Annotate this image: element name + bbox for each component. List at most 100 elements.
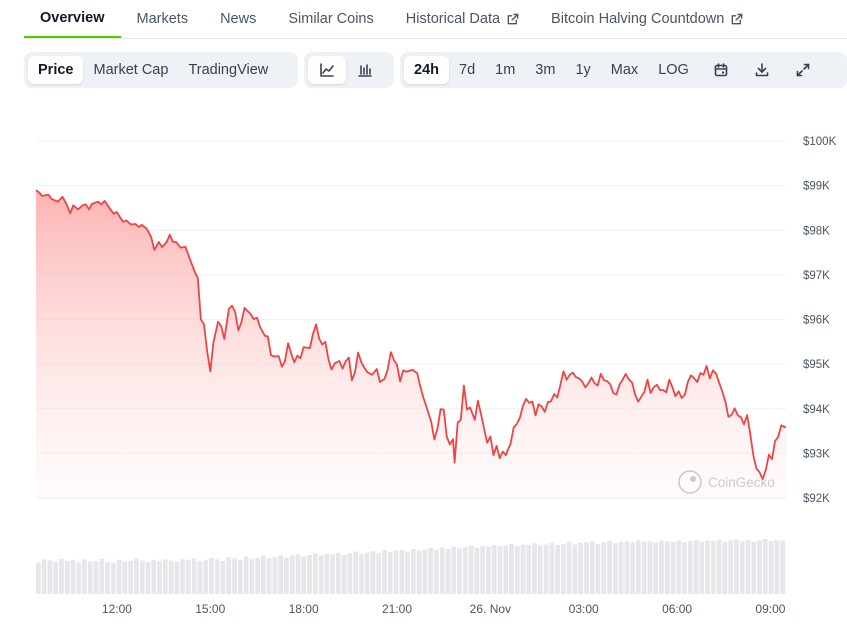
volume-bar — [82, 559, 87, 594]
tab-label: News — [220, 11, 257, 27]
volume-bar — [457, 548, 462, 594]
volume-bar — [347, 553, 353, 594]
volume-bar — [387, 552, 393, 594]
volume-bar — [174, 561, 180, 594]
chart-toolbar: Price Market Cap TradingView 24h 7d 1m 3m 1y Ma… — [24, 52, 847, 88]
tab-historical-data[interactable]: Historical Data — [390, 0, 535, 38]
volume-bar — [324, 553, 330, 594]
range-log-button[interactable]: LOG — [658, 62, 689, 78]
y-tick-label: $94K — [803, 404, 830, 416]
tradingview-button[interactable]: TradingView — [188, 62, 269, 78]
volume-bar — [295, 554, 301, 594]
volume-bar — [151, 559, 157, 594]
x-tick-label: 26. Nov — [470, 602, 511, 616]
volume-bar — [36, 562, 41, 594]
volume-bar — [422, 549, 428, 595]
external-link-icon — [500, 13, 519, 26]
volume-bar — [722, 541, 728, 595]
market-cap-button[interactable]: Market Cap — [93, 62, 169, 78]
volume-bar — [128, 561, 134, 594]
volume-bar — [468, 545, 474, 594]
x-tick-label: 03:00 — [569, 602, 599, 616]
volume-bar — [220, 561, 226, 594]
volume-bar — [191, 558, 197, 595]
tab-label: Bitcoin Halving Countdown — [551, 11, 725, 27]
volume-bar — [503, 545, 509, 594]
price-button[interactable]: Price — [28, 56, 84, 84]
volume-bar — [549, 542, 555, 595]
x-tick-label: 21:00 — [382, 602, 412, 616]
volume-bar — [670, 541, 676, 595]
volume-bar — [122, 561, 128, 594]
volume-bar — [480, 546, 485, 594]
volume-bar — [70, 559, 76, 594]
volume-bar — [134, 558, 139, 595]
range-3m-button[interactable]: 3m — [535, 62, 556, 78]
tab-label: Overview — [40, 10, 105, 26]
volume-bar — [572, 544, 578, 594]
price-area — [36, 190, 786, 498]
calendar-button[interactable] — [702, 56, 740, 84]
expand-button[interactable] — [784, 56, 822, 84]
price-line[interactable] — [35, 189, 787, 481]
volume-bar — [278, 555, 284, 594]
x-tick-label: 15:00 — [195, 602, 225, 616]
tab-label: Markets — [136, 11, 189, 27]
volume-bar — [318, 555, 324, 594]
x-tick-label: 06:00 — [662, 602, 692, 616]
candlestick-chart-icon — [357, 62, 373, 78]
range-1y-button[interactable]: 1y — [575, 62, 591, 78]
volume-bar — [653, 542, 659, 594]
tab-bitcoin-halving-countdown[interactable]: Bitcoin Halving Countdown — [535, 0, 759, 38]
x-tick-label: 09:00 — [755, 602, 785, 616]
volume-bar — [261, 555, 266, 594]
candlestick-chart-button[interactable] — [346, 56, 384, 84]
volume-bar — [376, 553, 382, 594]
volume-bar — [180, 559, 185, 594]
tab-news[interactable]: News — [204, 0, 272, 38]
volume-bar — [659, 540, 664, 594]
tab-overview[interactable]: Overview — [24, 0, 121, 38]
tab-similar-coins[interactable]: Similar Coins — [272, 0, 389, 38]
volume-bar — [405, 551, 410, 594]
metric-toggle-group: Price Market Cap TradingView — [24, 52, 298, 88]
tab-markets[interactable]: Markets — [121, 0, 205, 38]
volume-bar — [751, 541, 757, 595]
watermark-text: CoinGecko — [708, 475, 775, 490]
volume-bar — [41, 559, 47, 594]
volume-bar — [93, 561, 99, 594]
y-tick-label: $92K — [803, 493, 830, 505]
volume-bar — [249, 558, 255, 594]
price-area-fill — [36, 190, 786, 498]
x-axis-labels: 12:00 15:00 18:00 21:00 26. Nov 03:00 06:00 09:… — [102, 602, 786, 616]
volume-bar — [693, 540, 699, 594]
volume-bar — [47, 560, 53, 594]
range-max-button[interactable]: Max — [610, 62, 639, 78]
range-24h-button[interactable]: 24h — [404, 56, 449, 84]
volume-bar — [768, 541, 774, 594]
volume-bar — [526, 545, 532, 594]
volume-bar — [243, 556, 249, 594]
volume-bar — [53, 562, 59, 594]
volume-bar — [682, 542, 687, 594]
volume-bar — [647, 541, 653, 594]
volume-bar — [168, 560, 174, 594]
volume-bar — [364, 552, 370, 595]
volume-bar — [145, 562, 151, 594]
volume-bar — [757, 540, 762, 594]
volume-bar — [566, 541, 572, 595]
y-tick-label: $100K — [803, 136, 837, 148]
line-chart-button[interactable] — [308, 56, 346, 84]
volume-bar — [711, 541, 716, 594]
volume-bar — [186, 559, 191, 594]
range-7d-button[interactable]: 7d — [459, 62, 476, 78]
range-1m-button[interactable]: 1m — [495, 62, 516, 78]
download-button[interactable] — [743, 56, 781, 84]
y-tick-label: $98K — [803, 225, 830, 237]
volume-bar — [491, 545, 497, 594]
time-range-toggle-group: 24h 7d 1m 3m 1y Max LOG — [400, 52, 847, 88]
tab-label: Similar Coins — [288, 11, 374, 27]
volume-bar — [289, 555, 295, 594]
y-tick-label: $96K — [803, 315, 830, 327]
